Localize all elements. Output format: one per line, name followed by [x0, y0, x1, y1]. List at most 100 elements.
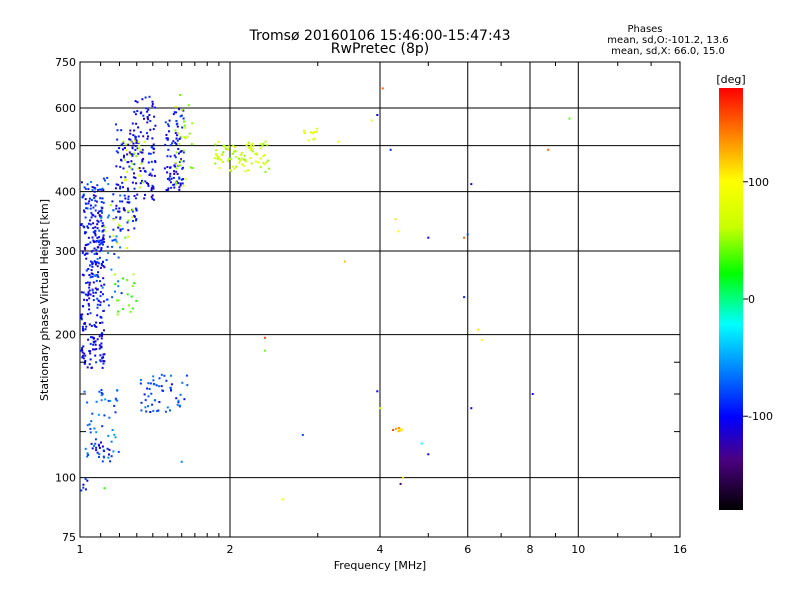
data-point — [186, 384, 189, 387]
data-point — [93, 190, 96, 193]
legend-line-x: mean, sd,X: 66.0, 15.0 — [611, 46, 725, 57]
data-point — [134, 138, 137, 140]
data-point — [85, 202, 88, 205]
data-point — [147, 382, 150, 385]
data-point — [222, 161, 224, 163]
data-point — [175, 181, 178, 184]
x-tick-label: 8 — [527, 543, 534, 556]
data-point — [176, 134, 179, 137]
data-point — [89, 342, 92, 345]
data-point — [133, 152, 135, 155]
data-point — [119, 217, 122, 220]
data-point — [126, 161, 129, 164]
data-point — [94, 229, 97, 232]
data-point — [102, 260, 104, 263]
data-point — [263, 349, 266, 352]
data-point — [92, 291, 95, 294]
data-point — [133, 282, 136, 285]
data-point — [399, 482, 402, 485]
data-point — [92, 340, 95, 343]
data-point — [149, 128, 152, 131]
data-point — [117, 183, 120, 186]
data-point — [93, 247, 96, 250]
data-point — [93, 253, 96, 256]
data-point — [81, 325, 84, 328]
data-point — [90, 367, 93, 369]
data-point — [92, 343, 95, 346]
data-point — [234, 146, 237, 148]
data-point — [89, 207, 92, 210]
data-point — [152, 151, 155, 154]
data-point — [125, 143, 128, 146]
data-point — [165, 133, 168, 136]
data-point — [174, 129, 177, 132]
data-point — [170, 383, 173, 386]
data-point — [188, 132, 191, 135]
data-point — [463, 236, 466, 239]
data-point — [95, 252, 98, 255]
data-point — [123, 209, 126, 212]
data-point — [86, 455, 89, 458]
data-point — [98, 239, 101, 242]
data-point — [119, 246, 122, 249]
data-point — [175, 167, 178, 170]
data-point — [389, 148, 392, 151]
data-point — [116, 399, 119, 402]
data-point — [175, 170, 178, 173]
data-point — [82, 225, 85, 228]
data-point — [119, 228, 122, 231]
data-point — [81, 252, 84, 255]
data-point — [126, 187, 129, 190]
data-point — [109, 460, 112, 463]
x-tick-label: 16 — [673, 543, 687, 556]
data-point — [87, 188, 90, 191]
data-point — [117, 280, 120, 283]
data-point — [130, 160, 133, 163]
data-point — [149, 152, 152, 155]
data-point — [145, 182, 148, 184]
data-point — [127, 195, 130, 198]
data-point — [93, 260, 96, 263]
data-point — [116, 299, 119, 302]
data-point — [84, 216, 87, 219]
data-point — [84, 244, 87, 247]
colorbar-tick-label: -100 — [748, 410, 773, 423]
data-point — [179, 182, 182, 185]
data-point — [117, 226, 120, 229]
data-point — [175, 151, 178, 154]
data-point — [145, 410, 148, 413]
data-point — [103, 266, 106, 269]
data-point — [175, 397, 178, 400]
data-point — [110, 440, 113, 443]
data-point — [130, 295, 133, 298]
data-point — [86, 243, 89, 246]
data-point — [135, 218, 138, 221]
data-point — [157, 409, 160, 412]
data-point — [100, 247, 103, 249]
data-point — [101, 241, 104, 244]
data-point — [96, 303, 99, 306]
data-point — [119, 216, 122, 219]
data-point — [144, 193, 146, 196]
data-point — [144, 406, 147, 409]
data-point — [175, 183, 177, 186]
data-point — [95, 325, 98, 328]
data-point — [124, 197, 127, 200]
data-point — [427, 453, 430, 456]
data-point — [215, 153, 217, 156]
data-point — [142, 135, 145, 138]
data-point — [125, 178, 128, 181]
data-point — [87, 302, 90, 305]
data-point — [167, 187, 170, 190]
data-point — [100, 264, 103, 267]
data-point — [127, 201, 130, 204]
data-point — [178, 138, 181, 140]
data-point — [166, 189, 169, 191]
data-point — [247, 169, 250, 172]
data-point — [87, 202, 90, 205]
data-point — [262, 143, 265, 146]
data-point — [178, 176, 181, 179]
data-point — [149, 382, 152, 385]
data-point — [245, 144, 248, 146]
data-point — [119, 165, 122, 168]
